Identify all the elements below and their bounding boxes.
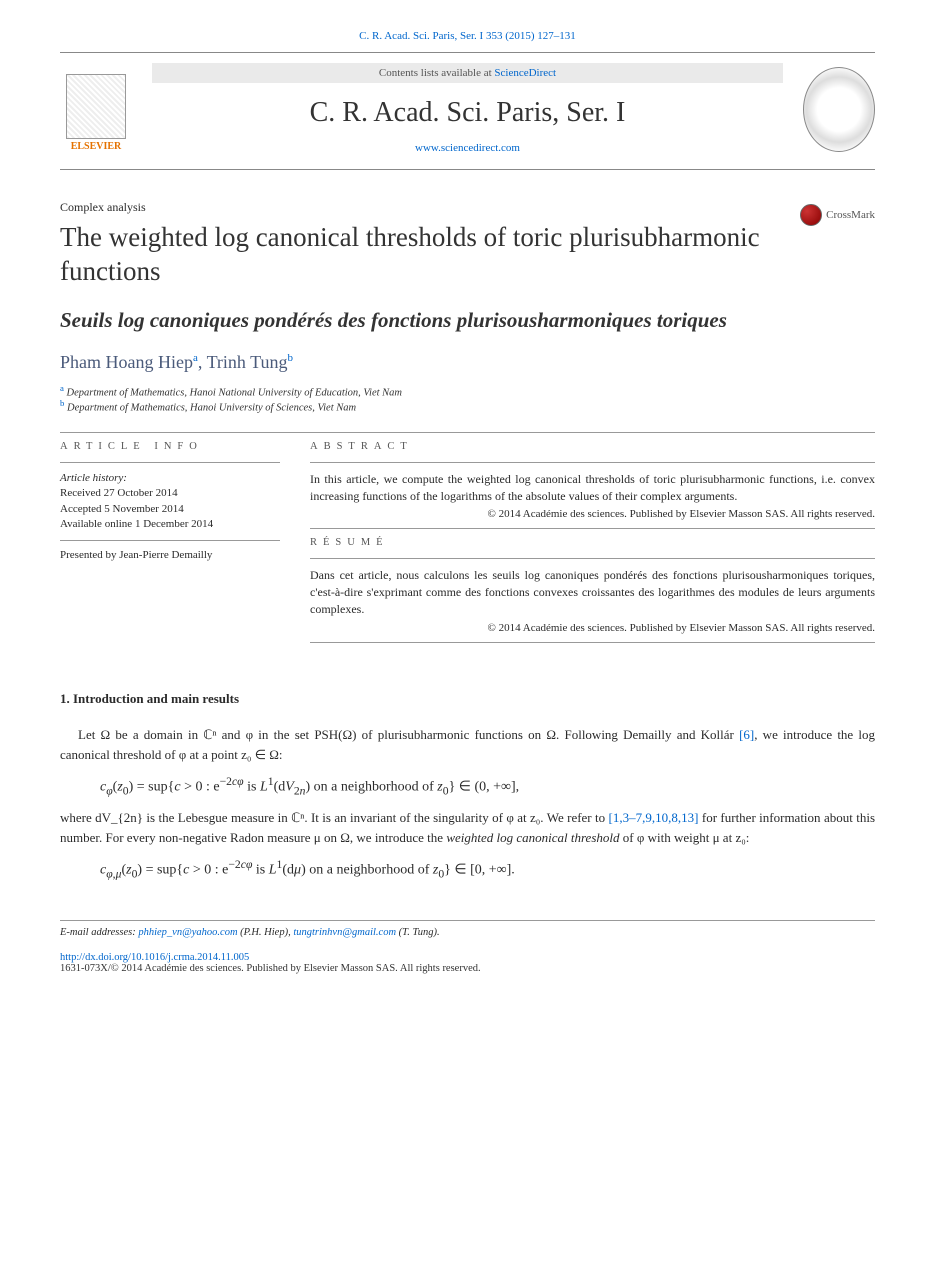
elsevier-logo[interactable]: ELSEVIER (60, 67, 132, 152)
crossmark-label: CrossMark (826, 209, 875, 221)
affil-a-text: Department of Mathematics, Hanoi Nationa… (67, 387, 402, 398)
article-title-english: The weighted log canonical thresholds of… (60, 221, 875, 289)
authors: Pham Hoang Hiepa, Trinh Tungb (60, 352, 875, 373)
affiliation-b: b Department of Mathematics, Hanoi Unive… (60, 398, 875, 414)
academie-seal-icon (803, 67, 875, 152)
para2-text-c: of φ with weight μ at z₀: (620, 830, 750, 845)
journal-title: C. R. Acad. Sci. Paris, Ser. I (152, 97, 783, 129)
abstract-heading-en: abstract (310, 441, 875, 452)
abstract-column: abstract In this article, we compute the… (310, 441, 875, 651)
author-1-mark[interactable]: a (193, 352, 198, 364)
para2-text-a: where dV_{2n} is the Lebesgue measure in… (60, 810, 609, 825)
abstract-heading-fr: résumé (310, 537, 875, 548)
author-2-name: Trinh Tung (207, 352, 288, 372)
history-online: Available online 1 December 2014 (60, 517, 280, 532)
body-section: 1. Introduction and main results Let Ω b… (60, 691, 875, 880)
elsevier-tree-icon (66, 74, 126, 139)
contents-prefix: Contents lists available at (379, 67, 494, 79)
info-abstract-row: article info Article history: Received 2… (60, 441, 875, 651)
crossmark-icon (800, 204, 822, 226)
sciencedirect-url[interactable]: www.sciencedirect.com (415, 142, 520, 154)
email-label: E-mail addresses: (60, 927, 136, 938)
ref-link-6[interactable]: [6] (739, 727, 754, 742)
abstract-copyright-fr: © 2014 Académie des sciences. Published … (310, 622, 875, 634)
crossmark-badge[interactable]: CrossMark (800, 204, 875, 226)
article-history: Article history: Received 27 October 201… (60, 471, 280, 533)
footer-emails: E-mail addresses: phhiep_vn@yahoo.com (P… (60, 927, 875, 938)
section-1-number: 1. (60, 691, 70, 706)
author-1-name: Pham Hoang Hiep (60, 352, 193, 372)
history-received: Received 27 October 2014 (60, 486, 280, 501)
formula-2: cφ,μ(z0) = sup{c > 0 : e−2cφ is L1(dμ) o… (100, 858, 875, 880)
email-2-link[interactable]: tungtrinhvn@gmail.com (293, 927, 396, 938)
paragraph-1: Let Ω be a domain in ℂⁿ and φ in the set… (60, 725, 875, 765)
author-2-mark[interactable]: b (287, 352, 293, 364)
journal-reference: C. R. Acad. Sci. Paris, Ser. I 353 (2015… (60, 30, 875, 42)
para2-emphasis: weighted log canonical threshold (446, 830, 619, 845)
affil-b-mark: b (60, 398, 64, 408)
para1-text-a: Let Ω be a domain in ℂⁿ and φ in the set… (78, 727, 739, 742)
history-accepted: Accepted 5 November 2014 (60, 502, 280, 517)
paragraph-2: where dV_{2n} is the Lebesgue measure in… (60, 808, 875, 848)
formula-1: cφ(z0) = sup{c > 0 : e−2cφ is L1(dV2n) o… (100, 775, 875, 797)
header-center: Contents lists available at ScienceDirec… (132, 63, 803, 155)
history-label: Article history: (60, 471, 280, 486)
ref-link-multi[interactable]: [1,3–7,9,10,8,13] (609, 810, 699, 825)
article-title-french: Seuils log canoniques pondérés des fonct… (60, 307, 875, 334)
sciencedirect-link[interactable]: ScienceDirect (494, 67, 556, 79)
email-1-link[interactable]: phhiep_vn@yahoo.com (138, 927, 237, 938)
elsevier-label: ELSEVIER (71, 141, 122, 152)
footer-copyright: 1631-073X/© 2014 Académie des sciences. … (60, 963, 875, 974)
affiliation-a: a Department of Mathematics, Hanoi Natio… (60, 383, 875, 399)
header-box: ELSEVIER Contents lists available at Sci… (60, 52, 875, 170)
article-section: Complex analysis (60, 200, 875, 215)
divider (60, 432, 875, 433)
doi-link[interactable]: http://dx.doi.org/10.1016/j.crma.2014.11… (60, 952, 875, 963)
contents-available: Contents lists available at ScienceDirec… (152, 63, 783, 83)
section-1-heading: 1. Introduction and main results (60, 691, 875, 707)
footer: E-mail addresses: phhiep_vn@yahoo.com (P… (60, 920, 875, 974)
article-info-heading: article info (60, 441, 280, 452)
article-info-column: article info Article history: Received 2… (60, 441, 280, 651)
abstract-copyright-en: © 2014 Académie des sciences. Published … (310, 508, 875, 520)
email-1-who: (P.H. Hiep), (240, 927, 291, 938)
affiliations: a Department of Mathematics, Hanoi Natio… (60, 383, 875, 414)
presented-by: Presented by Jean-Pierre Demailly (60, 549, 280, 561)
abstract-text-fr: Dans cet article, nous calculons les seu… (310, 567, 875, 617)
affil-a-mark: a (60, 383, 64, 393)
section-1-title: Introduction and main results (73, 691, 239, 706)
email-2-who: (T. Tung). (399, 927, 440, 938)
affil-b-text: Department of Mathematics, Hanoi Univers… (67, 403, 356, 414)
abstract-text-en: In this article, we compute the weighted… (310, 471, 875, 505)
